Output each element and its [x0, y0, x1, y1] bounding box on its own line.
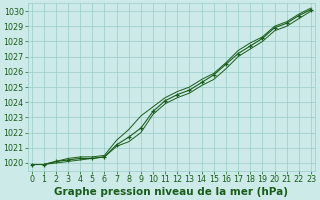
X-axis label: Graphe pression niveau de la mer (hPa): Graphe pression niveau de la mer (hPa) [54, 187, 288, 197]
